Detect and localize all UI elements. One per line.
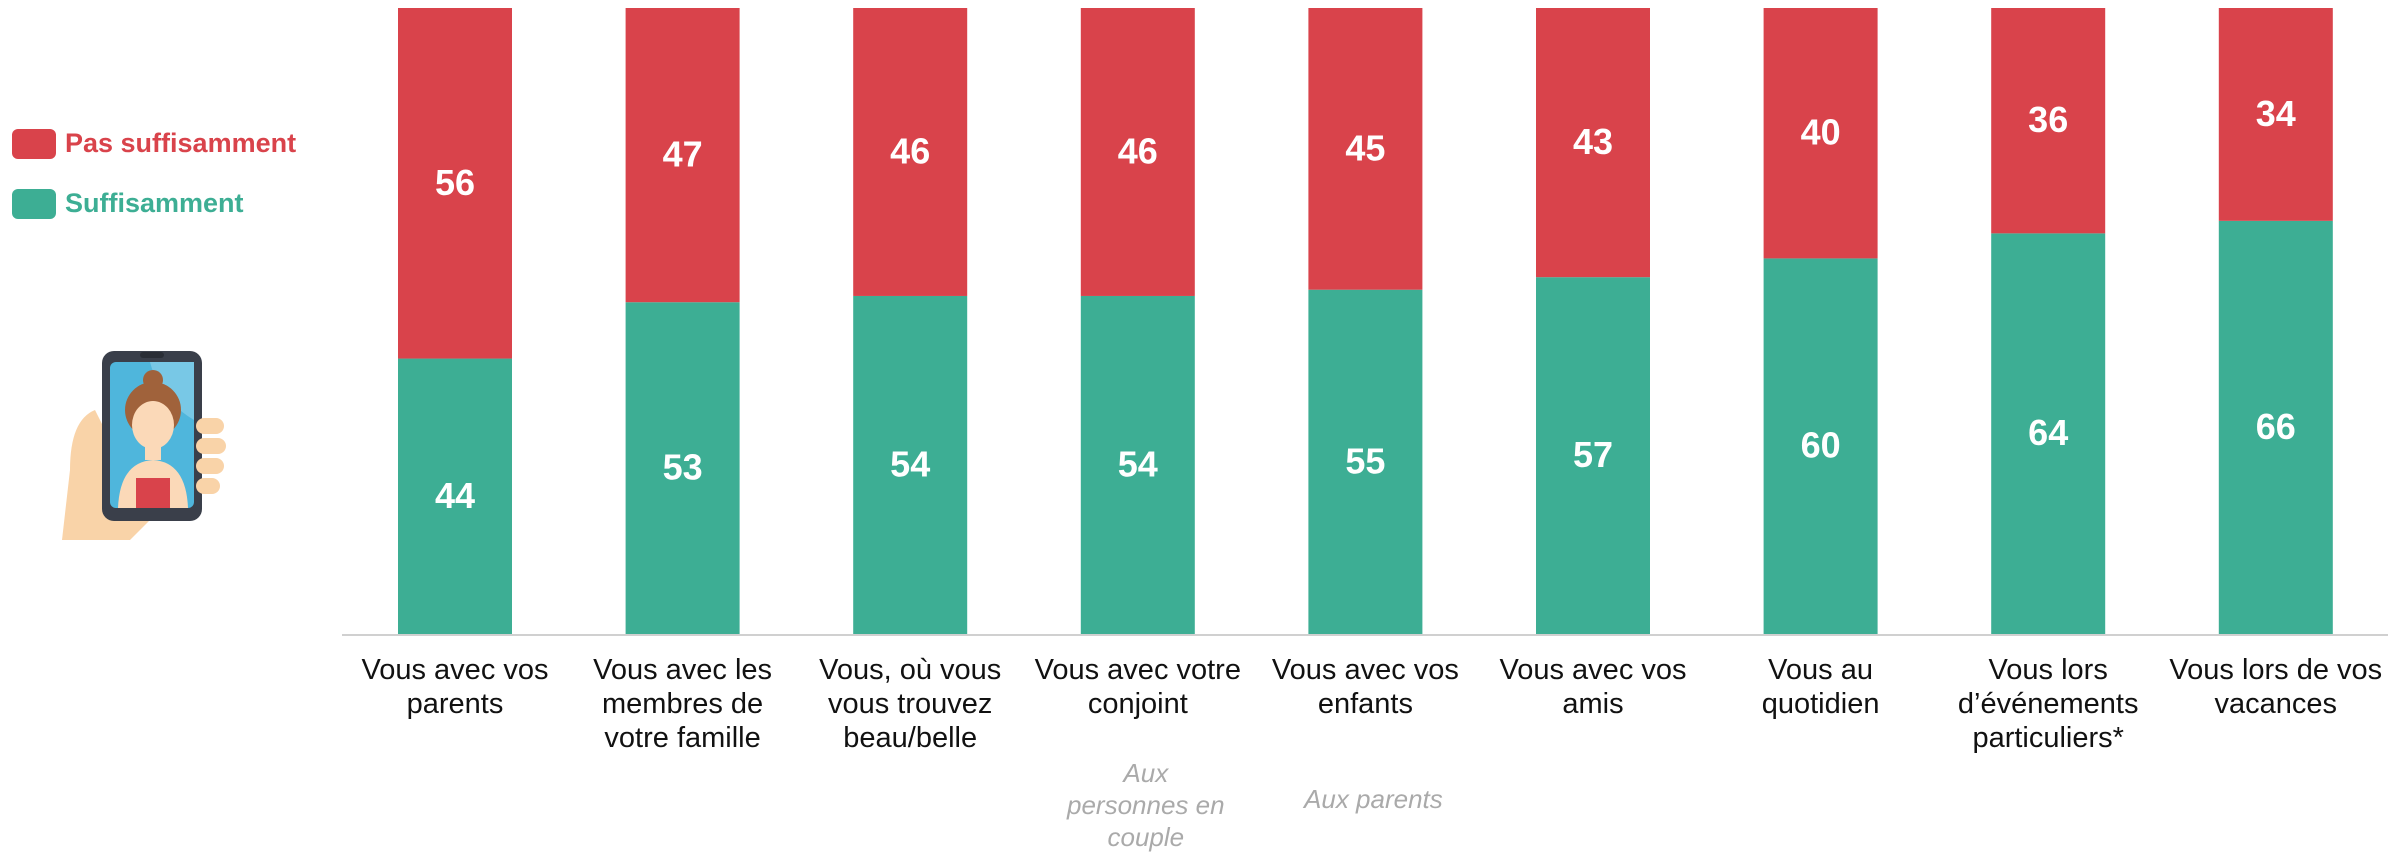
value-label: 60 (1801, 425, 1841, 466)
value-label: 34 (2256, 93, 2296, 134)
annotation: Aux personnes en couple (1067, 758, 1225, 852)
bar-segment (398, 358, 512, 634)
legend-label: Pas suffisamment (65, 128, 297, 158)
x-tick-label: Vous, où vous vous trouvez beau/belle (819, 654, 1002, 754)
value-label: 40 (1801, 112, 1841, 153)
value-label: 44 (435, 475, 475, 516)
bar-segment (625, 302, 740, 634)
value-label: 56 (435, 162, 475, 203)
bar-segment (1536, 277, 1650, 634)
legend-label: Suffisamment (65, 188, 244, 218)
bar-segment (1991, 8, 2106, 234)
legend-swatch (12, 129, 56, 159)
x-tick-label: Vous avec vos amis (1499, 654, 1687, 720)
value-label: 53 (663, 447, 703, 488)
bar-segment (1080, 295, 1195, 634)
bar-segment (1991, 233, 2106, 635)
x-tick-label: Vous avec votre conjoint (1034, 654, 1241, 720)
bar-segment (1536, 8, 1650, 278)
value-label: 46 (1118, 130, 1158, 171)
value-label: 47 (663, 134, 703, 175)
value-label: 46 (890, 130, 930, 171)
bar-segment (1308, 8, 1423, 290)
value-label: 45 (1345, 127, 1385, 168)
value-label: 36 (2028, 99, 2068, 140)
x-tick-label: Vous avec vos enfants (1271, 654, 1459, 720)
bar-segment (853, 295, 968, 634)
value-label: 54 (890, 443, 930, 484)
phone-icon (62, 351, 226, 540)
value-label: 64 (2028, 412, 2068, 453)
value-label: 55 (1345, 440, 1385, 481)
bar-segment (1080, 8, 1195, 296)
x-tick-label: Vous lors de vos vacances (2169, 654, 2383, 720)
value-label: 43 (1573, 121, 1613, 162)
bar-segment (2218, 220, 2333, 634)
value-label: 54 (1118, 443, 1158, 484)
bar-segment (1308, 289, 1423, 634)
value-label: 57 (1573, 434, 1613, 475)
legend-swatch (12, 189, 56, 219)
x-tick-label: Vous au quotidien (1761, 654, 1880, 720)
bar-segment (1763, 258, 1878, 634)
x-tick-label: Vous avec vos parents (361, 654, 549, 720)
x-tick-label: Vous lors d’événements particuliers* (1957, 654, 2139, 754)
annotation: Aux parents (1304, 784, 1443, 814)
bar-segment (853, 8, 968, 296)
value-label: 66 (2256, 406, 2296, 447)
bar-segment (2218, 8, 2333, 221)
bar-segment (625, 8, 740, 303)
bar-segment (398, 8, 512, 359)
x-tick-label: Vous avec les membres de votre famille (593, 654, 773, 754)
bar-segment (1763, 8, 1878, 259)
